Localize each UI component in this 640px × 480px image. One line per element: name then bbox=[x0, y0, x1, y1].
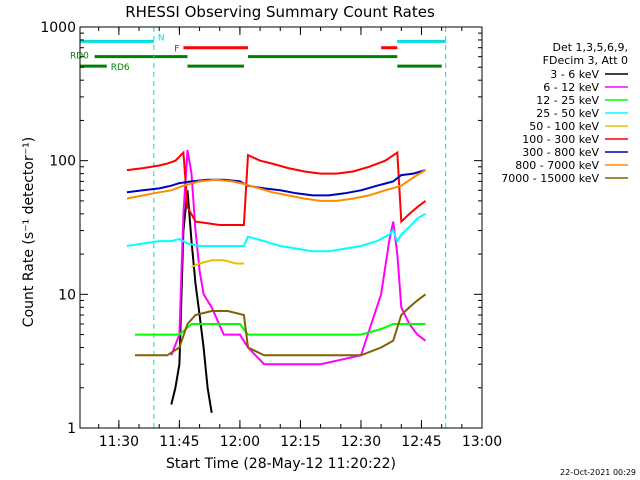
y-tick-label: 1000 bbox=[40, 20, 76, 36]
legend-entry-label: 7000 - 15000 keV bbox=[501, 172, 599, 185]
y-tick-label: 1 bbox=[67, 421, 76, 437]
x-tick-label: 12:30 bbox=[341, 434, 381, 450]
legend-entry-label: 25 - 50 keV bbox=[536, 107, 599, 120]
series-line-6 bbox=[126, 169, 426, 197]
flag-label-rd0: RD0 bbox=[70, 52, 89, 62]
series-line-4 bbox=[191, 259, 244, 268]
series-line-3 bbox=[126, 213, 426, 253]
x-tick-label: 11:45 bbox=[159, 434, 199, 450]
y-tick-label: 10 bbox=[58, 287, 76, 303]
x-tick-label: 12:15 bbox=[280, 434, 320, 450]
flag-label-rd6: RD6 bbox=[111, 63, 130, 73]
series-line-0 bbox=[170, 190, 213, 413]
legend: Det 1,3,5,6,9,FDecim 3, Att 03 - 6 keV6 … bbox=[501, 41, 628, 185]
x-tick-label: 12:45 bbox=[401, 434, 441, 450]
series-line-7 bbox=[126, 169, 427, 202]
x-axis-label: Start Time (28-May-12 11:20:22) bbox=[166, 456, 396, 472]
series-line-2 bbox=[135, 323, 426, 336]
legend-entry-label: 6 - 12 keV bbox=[543, 81, 599, 94]
chart-title: RHESSI Observing Summary Count Rates bbox=[125, 3, 435, 21]
x-tick-label: 13:00 bbox=[462, 434, 502, 450]
legend-entry-label: 800 - 7000 keV bbox=[515, 159, 599, 172]
plot-frame bbox=[79, 26, 483, 429]
y-axis-label: Count Rate (s⁻¹ detector⁻¹) bbox=[21, 137, 37, 327]
series-line-5 bbox=[126, 150, 427, 226]
y-tick-label: 100 bbox=[49, 154, 76, 170]
legend-entry-label: 300 - 800 keV bbox=[522, 146, 599, 159]
legend-entry-label: 50 - 100 keV bbox=[529, 120, 599, 133]
legend-header-line: FDecim 3, Att 0 bbox=[543, 54, 628, 67]
flag-label-f: F bbox=[174, 45, 179, 55]
series-line-8 bbox=[135, 293, 427, 357]
footer-date: 22-Oct-2021 00:29 bbox=[560, 468, 636, 477]
legend-entry-label: 12 - 25 keV bbox=[536, 94, 599, 107]
x-tick-label: 12:00 bbox=[220, 434, 260, 450]
legend-header-line: Det 1,3,5,6,9, bbox=[552, 41, 628, 54]
flag-label-n: N bbox=[158, 33, 165, 43]
legend-entry-label: 3 - 6 keV bbox=[550, 68, 599, 81]
series-line-1 bbox=[170, 149, 427, 366]
x-tick-label: 11:30 bbox=[99, 434, 139, 450]
legend-entry-label: 100 - 300 keV bbox=[522, 133, 599, 146]
